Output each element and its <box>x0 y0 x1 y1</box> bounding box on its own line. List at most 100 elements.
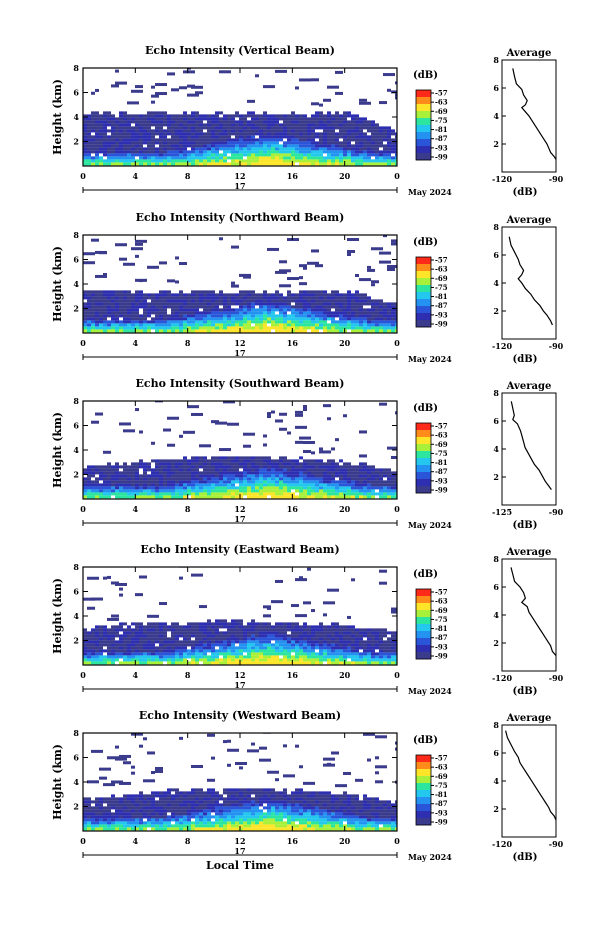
x-tick-label: 0 <box>394 338 400 348</box>
profile-x-axis-label: (dB) <box>513 187 538 198</box>
x-tick-label: 20 <box>339 171 351 181</box>
colorbar-swatch <box>416 90 431 98</box>
colorbar-tick-label: -63 <box>435 98 448 107</box>
colorbar-swatch <box>416 790 431 798</box>
colorbar-unit: (dB) <box>413 735 438 746</box>
colorbar-swatch <box>416 479 431 487</box>
colorbar-swatch <box>416 631 431 639</box>
colorbar-swatch <box>416 111 431 119</box>
x-tick-label: 0 <box>394 171 400 181</box>
panel-3: Echo Intensity (Eastward Beam) 2 4 6 8 Height… <box>51 543 564 697</box>
colorbar-swatch <box>416 444 431 452</box>
y-tick-label: 8 <box>73 562 79 572</box>
colorbar-tick-label: -57 <box>435 754 448 763</box>
y-tick-label: 4 <box>73 112 79 122</box>
colorbar-tick-label: -75 <box>435 116 448 125</box>
y-tick-label: 2 <box>73 636 79 646</box>
day-label: 17 <box>234 846 245 856</box>
profile-title: Average <box>506 381 552 392</box>
day-label: 17 <box>234 514 245 524</box>
colorbar-unit: (dB) <box>413 569 438 580</box>
colorbar-swatch <box>416 299 431 307</box>
y-axis-label: Height (km) <box>51 79 64 155</box>
y-tick-label: 6 <box>73 88 79 98</box>
colorbar-tick-label: -99 <box>435 153 448 162</box>
colorbar-swatch <box>416 97 431 105</box>
profile-x-tick-label: -120 <box>492 839 512 849</box>
panel-0: Echo Intensity (Vertical Beam) 2 4 6 8 Height… <box>51 44 564 198</box>
x-tick-label: 12 <box>234 504 245 514</box>
colorbar-tick-label: -63 <box>435 265 448 274</box>
profile-x-tick-label: -90 <box>549 341 564 351</box>
colorbar-tick-label: -63 <box>435 431 448 440</box>
y-tick-label: 6 <box>73 587 79 597</box>
profile-x-tick-label: -120 <box>492 341 512 351</box>
panel-title: Echo Intensity (Northward Beam) <box>136 211 345 224</box>
x-tick-label: 16 <box>287 670 299 680</box>
colorbar-tick-label: -69 <box>435 274 448 283</box>
y-axis-label: Height (km) <box>51 246 64 322</box>
x-tick-label: 0 <box>80 504 86 514</box>
x-tick-label: 12 <box>234 338 245 348</box>
x-tick-label: 12 <box>234 670 245 680</box>
profile-x-tick-label: -90 <box>549 673 564 683</box>
colorbar-swatch <box>416 132 431 140</box>
profile-y-tick-label: 2 <box>493 638 499 648</box>
colorbar-swatch <box>416 118 431 126</box>
colorbar-swatch <box>416 271 431 279</box>
colorbar-swatch <box>416 645 431 653</box>
x-tick-label: 4 <box>133 171 139 181</box>
colorbar-swatch <box>416 153 431 161</box>
profile-y-tick-label: 2 <box>493 306 499 316</box>
profile-y-tick-label: 6 <box>493 582 499 592</box>
y-tick-label: 2 <box>73 137 79 147</box>
x-tick-label: 8 <box>185 504 191 514</box>
profile-y-tick-label: 8 <box>493 55 499 65</box>
colorbar-tick-label: -75 <box>435 449 448 458</box>
colorbar-tick-label: -87 <box>435 134 448 143</box>
panel-title: Echo Intensity (Vertical Beam) <box>145 44 335 57</box>
colorbar-swatch <box>416 804 431 812</box>
colorbar-tick-label: -57 <box>435 256 448 265</box>
colorbar-swatch <box>416 776 431 784</box>
colorbar-tick-label: -87 <box>435 633 448 642</box>
panel-4: Echo Intensity (Westward Beam) 2 4 6 8 Height… <box>51 709 564 872</box>
x-tick-label: 8 <box>185 171 191 181</box>
colorbar-swatch <box>416 652 431 660</box>
profile-y-tick-label: 8 <box>493 388 499 398</box>
profile-title: Average <box>506 48 552 59</box>
colorbar-tick-label: -57 <box>435 89 448 98</box>
colorbar-tick-label: -87 <box>435 799 448 808</box>
y-tick-label: 2 <box>73 470 79 480</box>
x-tick-label: 0 <box>80 836 86 846</box>
profile-y-tick-label: 2 <box>493 139 499 149</box>
y-tick-label: 6 <box>73 421 79 431</box>
colorbar-tick-label: -99 <box>435 486 448 495</box>
y-axis-label: Height (km) <box>51 744 64 820</box>
colorbar-swatch <box>416 811 431 819</box>
day-label: 17 <box>234 181 245 191</box>
y-tick-label: 4 <box>73 279 79 289</box>
x-tick-label: 20 <box>339 670 351 680</box>
y-tick-label: 4 <box>73 777 79 787</box>
colorbar-swatch <box>416 797 431 805</box>
profile-y-tick-label: 8 <box>493 222 499 232</box>
profile-x-tick-label: -120 <box>492 673 512 683</box>
heatmap-cells <box>83 733 397 831</box>
panel-2: Echo Intensity (Southward Beam) 2 4 6 8 Heigh… <box>51 377 564 531</box>
x-tick-label: 0 <box>80 338 86 348</box>
colorbar-tick-label: -99 <box>435 652 448 661</box>
date-label: May 2024 <box>408 354 452 364</box>
colorbar-tick-label: -63 <box>435 763 448 772</box>
profile-y-tick-label: 6 <box>493 250 499 260</box>
colorbar-tick-label: -69 <box>435 107 448 116</box>
x-tick-label: 4 <box>133 836 139 846</box>
colorbar-swatch <box>416 603 431 611</box>
profile-y-tick-label: 6 <box>493 748 499 758</box>
colorbar-swatch <box>416 769 431 777</box>
colorbar-swatch <box>416 818 431 826</box>
y-tick-label: 8 <box>73 728 79 738</box>
colorbar-swatch <box>416 589 431 597</box>
profile-y-tick-label: 8 <box>493 720 499 730</box>
colorbar-tick-label: -75 <box>435 615 448 624</box>
